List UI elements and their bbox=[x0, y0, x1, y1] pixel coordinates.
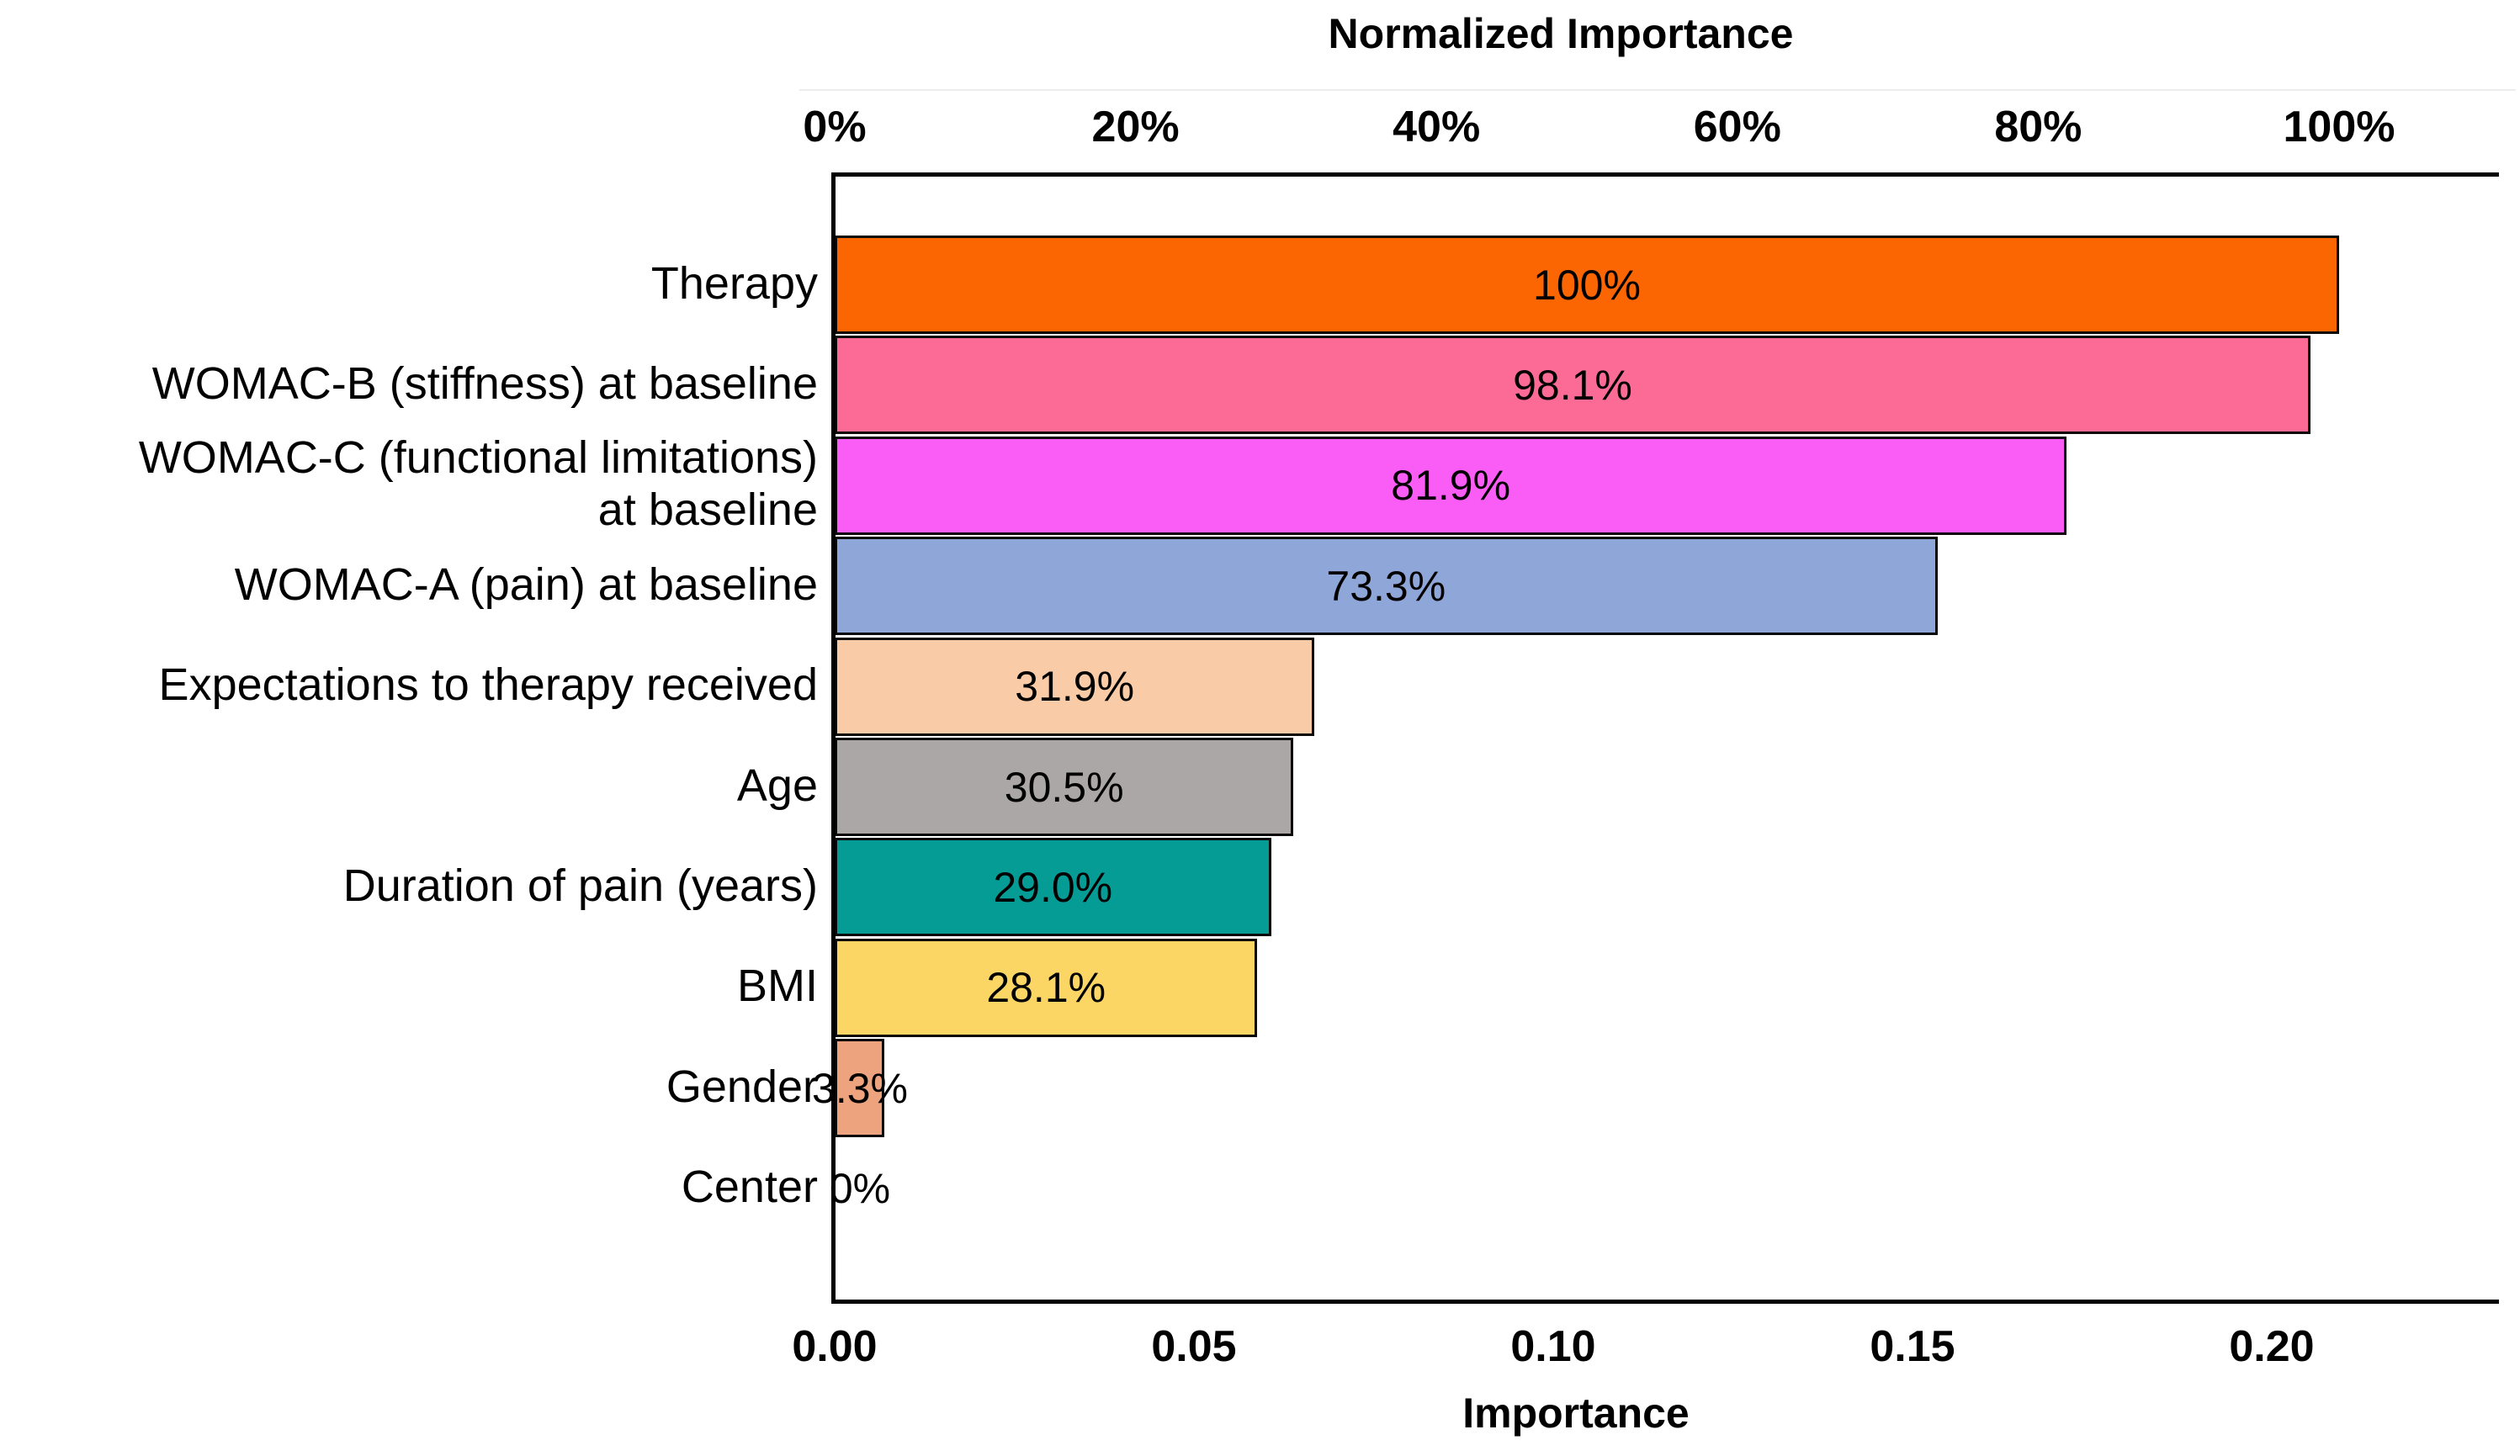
bar-value-duration: 29.0% bbox=[993, 863, 1113, 911]
bar-value-gender: 3.3% bbox=[812, 1064, 908, 1112]
category-label-womac-b: WOMAC-B (stiffness) at baseline bbox=[151, 357, 818, 409]
bar-womac-a bbox=[835, 537, 1938, 636]
bar-value-therapy: 100% bbox=[1533, 261, 1641, 309]
bottom-tick-0.10: 0.10 bbox=[1510, 1322, 1596, 1371]
top-tick-80%: 80% bbox=[1994, 103, 2082, 151]
bar-duration bbox=[835, 838, 1271, 937]
category-label-therapy: Therapy bbox=[650, 257, 818, 309]
category-label-womac-a: WOMAC-A (pain) at baseline bbox=[234, 559, 818, 610]
bottom-tick-0.00: 0.00 bbox=[792, 1322, 878, 1371]
bottom-axis-title: Importance bbox=[1462, 1390, 1690, 1437]
bar-value-center: 0% bbox=[829, 1165, 891, 1213]
bar-gender bbox=[835, 1039, 884, 1138]
top-tick-60%: 60% bbox=[1693, 103, 1781, 151]
bar-therapy bbox=[835, 236, 2339, 334]
divider-line bbox=[799, 89, 2516, 91]
bar-value-womac-a: 73.3% bbox=[1326, 562, 1446, 610]
bottom-axis-line bbox=[831, 1300, 2499, 1304]
top-tick-40%: 40% bbox=[1393, 103, 1481, 151]
category-label-expectations: Expectations to therapy received bbox=[158, 659, 818, 711]
category-label-center: Center bbox=[681, 1162, 818, 1213]
bar-womac-b bbox=[835, 336, 2311, 435]
bar-age bbox=[835, 738, 1294, 836]
bar-value-womac-c: 81.9% bbox=[1391, 462, 1511, 510]
top-tick-0%: 0% bbox=[803, 103, 867, 151]
top-tick-100%: 100% bbox=[2283, 103, 2395, 151]
category-label-bmi: BMI bbox=[736, 961, 818, 1012]
bar-bmi bbox=[835, 938, 1258, 1037]
category-label-womac-c: WOMAC-C (functional limitations) at base… bbox=[138, 432, 818, 536]
bar-expectations bbox=[835, 637, 1315, 736]
bar-womac-c bbox=[835, 436, 2067, 535]
bottom-tick-0.15: 0.15 bbox=[1870, 1322, 1955, 1371]
bar-value-age: 30.5% bbox=[1004, 763, 1124, 811]
category-label-duration: Duration of pain (years) bbox=[342, 860, 818, 911]
bar-value-womac-b: 98.1% bbox=[1513, 361, 1632, 409]
category-label-age: Age bbox=[736, 760, 818, 811]
bottom-tick-0.20: 0.20 bbox=[2229, 1322, 2315, 1371]
top-axis-line bbox=[831, 172, 2499, 177]
bar-value-bmi: 28.1% bbox=[986, 964, 1106, 1012]
top-tick-20%: 20% bbox=[1091, 103, 1180, 151]
left-axis-line bbox=[831, 172, 836, 1303]
bar-value-expectations: 31.9% bbox=[1015, 663, 1135, 711]
top-axis-title: Normalized Importance bbox=[1328, 10, 1794, 57]
bottom-tick-0.05: 0.05 bbox=[1151, 1322, 1237, 1371]
category-label-gender: Gender bbox=[666, 1061, 818, 1112]
